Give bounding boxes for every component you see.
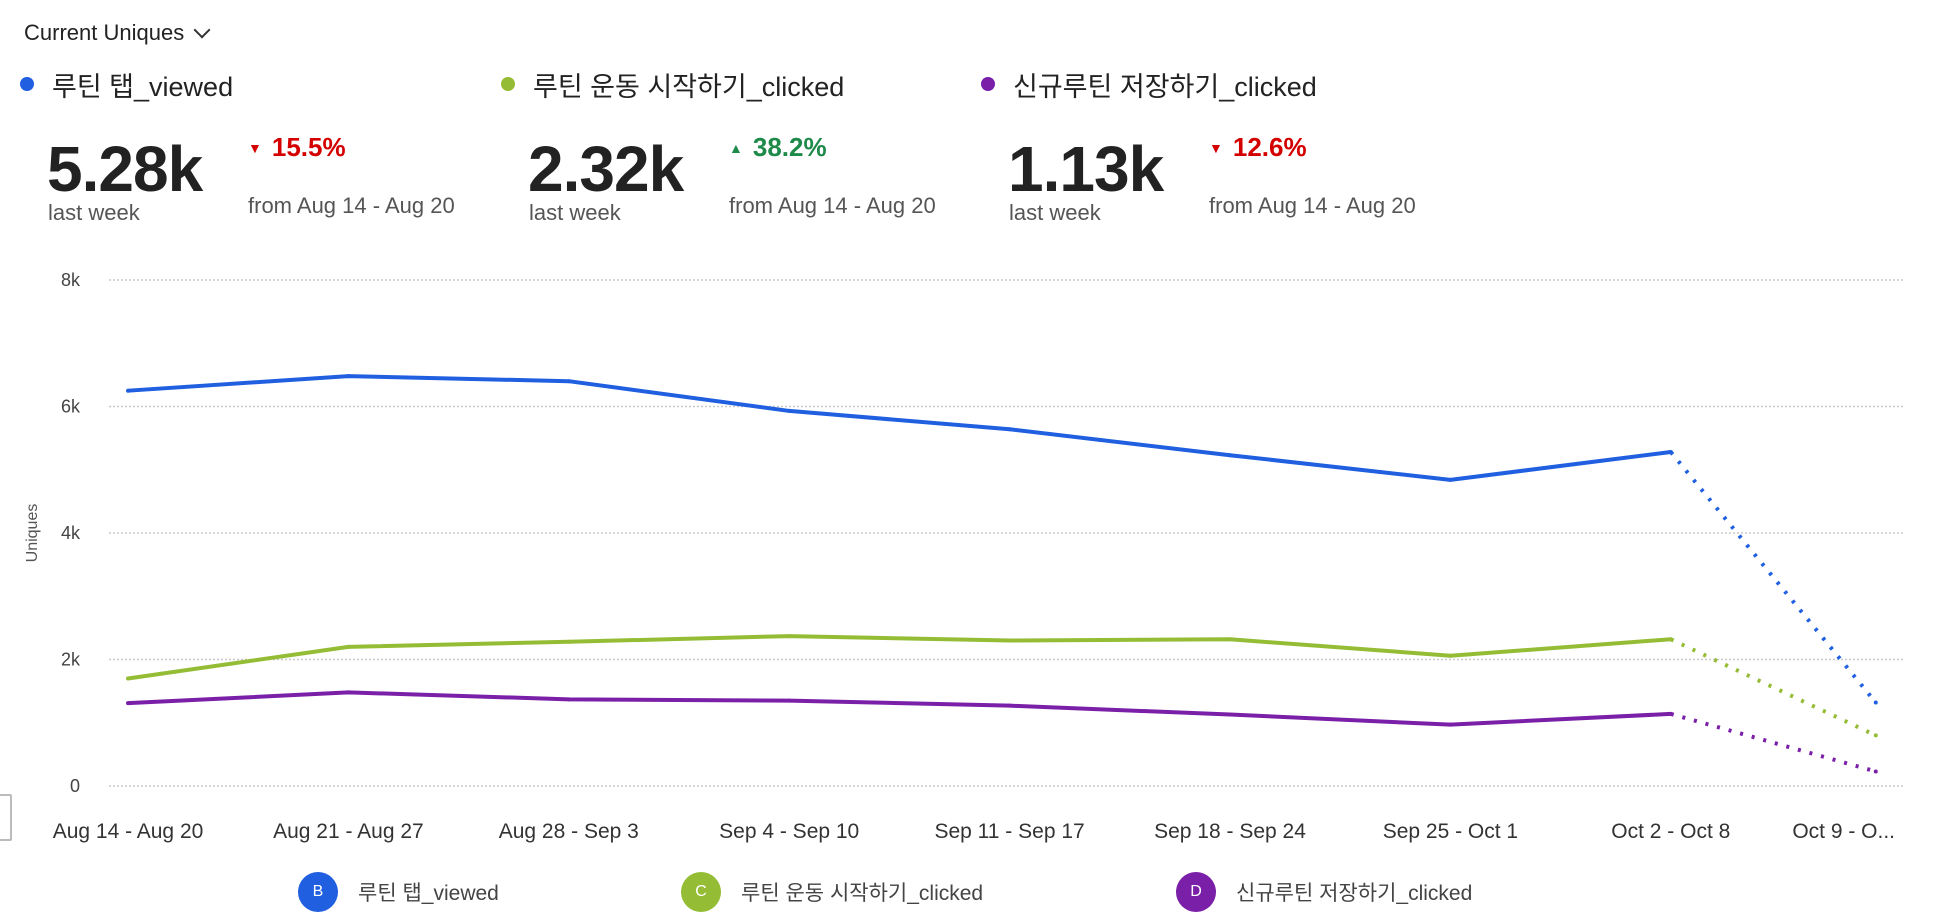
x-tick-label: Sep 25 - Oct 1 <box>1383 820 1518 843</box>
data-point <box>1448 653 1453 658</box>
metric-period: last week <box>529 200 621 225</box>
legend-label: 루틴 탭_viewed <box>358 882 499 905</box>
data-point <box>787 634 792 639</box>
data-point <box>566 379 571 384</box>
series-projection-line <box>1669 637 1877 738</box>
data-point <box>126 388 130 393</box>
data-point <box>1007 427 1012 432</box>
metric-change-value: 38.2% <box>752 132 827 162</box>
metric-change-value: 15.5% <box>271 132 346 162</box>
data-point <box>1873 700 1878 705</box>
data-point <box>346 690 351 695</box>
metric-card: 루틴 운동 시작하기_clicked 2.32k last week ▲ 38.2… <box>501 66 936 225</box>
data-point <box>346 644 351 649</box>
data-point <box>566 697 571 702</box>
x-tick-label: Sep 18 - Sep 24 <box>1154 820 1306 843</box>
metric-period: last week <box>1009 200 1101 225</box>
data-point <box>1007 703 1012 708</box>
triangle-down-icon: ▼ <box>1209 139 1223 156</box>
metric-change: ▼ 15.5% <box>248 132 346 163</box>
data-point <box>1228 637 1232 642</box>
legend-item[interactable]: D 신규루틴 저장하기_clicked <box>1176 872 1472 912</box>
legend-item[interactable]: C 루틴 운동 시작하기_clicked <box>681 872 983 912</box>
y-axis-label: Uniques <box>24 504 41 563</box>
y-tick-label: 4k <box>61 523 81 543</box>
metric-compare: from Aug 14 - Aug 20 <box>729 193 936 218</box>
series-dot-icon <box>20 77 34 91</box>
x-tick-label: Sep 11 - Sep 17 <box>934 820 1084 843</box>
data-point <box>346 374 351 379</box>
data-point <box>787 698 792 703</box>
metric-change: ▲ 38.2% <box>729 132 827 163</box>
dropdown-label: Current Uniques <box>24 20 185 45</box>
data-point <box>1007 638 1012 643</box>
x-tick-label: Oct 9 - O... <box>1792 820 1895 843</box>
legend-label: 루틴 운동 시작하기_clicked <box>741 882 984 905</box>
metric-value: 2.32k <box>528 133 684 205</box>
data-point <box>1228 712 1232 717</box>
metric-change: ▼ 12.6% <box>1209 132 1307 163</box>
legend-item[interactable]: B 루틴 탭_viewed <box>298 872 499 912</box>
metric-name: 신규루틴 저장하기_clicked <box>1013 71 1317 102</box>
metric-change-value: 12.6% <box>1232 132 1307 162</box>
metric-compare: from Aug 14 - Aug 20 <box>1209 193 1416 218</box>
series-projection-line <box>1669 450 1878 704</box>
x-tick-label: Sep 4 - Sep 10 <box>719 820 859 843</box>
triangle-down-icon: ▼ <box>248 139 262 156</box>
metric-name-row: 루틴 운동 시작하기_clicked <box>501 66 844 102</box>
y-tick-label: 6k <box>61 397 81 417</box>
series-dot-icon <box>981 77 995 91</box>
y-tick-label: 8k <box>61 270 81 290</box>
data-point <box>1668 450 1673 455</box>
x-tick-label: Oct 2 - Oct 8 <box>1611 820 1730 843</box>
y-tick-label: 2k <box>61 650 81 670</box>
data-point <box>1228 453 1232 458</box>
metric-dropdown[interactable]: Current Uniques <box>24 20 211 46</box>
legend-label: 신규루틴 저장하기_clicked <box>1236 882 1473 905</box>
series-line <box>127 374 1672 482</box>
metric-name-row: 신규루틴 저장하기_clicked <box>981 66 1317 102</box>
metric-value: 5.28k <box>47 133 203 205</box>
metric-name-row: 루틴 탭_viewed <box>20 66 233 102</box>
metric-compare: from Aug 14 - Aug 20 <box>248 193 455 218</box>
metric-name: 루틴 운동 시작하기_clicked <box>533 71 845 102</box>
data-point <box>1668 711 1673 716</box>
y-tick-label: 0 <box>70 776 80 796</box>
series-dot-icon <box>501 77 515 91</box>
metric-value: 1.13k <box>1008 133 1164 205</box>
data-point <box>1873 769 1878 774</box>
series-line <box>127 634 1671 681</box>
x-tick-label: Aug 14 - Aug 20 <box>53 820 204 843</box>
metric-card: 루틴 탭_viewed 5.28k last week ▼ 15.5% from … <box>20 66 455 225</box>
side-handle[interactable] <box>0 794 12 841</box>
data-point <box>1448 722 1453 727</box>
metric-card: 신규루틴 저장하기_clicked 1.13k last week ▼ 12.6%… <box>981 66 1416 225</box>
series-badge: D <box>1176 872 1216 912</box>
data-point <box>787 408 792 413</box>
metric-name: 루틴 탭_viewed <box>52 71 234 102</box>
data-point <box>1448 477 1453 482</box>
series-badge: C <box>681 872 721 912</box>
data-point <box>126 676 130 681</box>
data-point <box>1873 733 1878 738</box>
series-line <box>127 690 1671 727</box>
metric-period: last week <box>48 200 140 225</box>
data-point <box>126 701 130 706</box>
triangle-up-icon: ▲ <box>729 139 743 156</box>
series-badge: B <box>298 872 338 912</box>
data-point <box>1668 637 1673 642</box>
data-point <box>566 639 571 644</box>
x-tick-label: Aug 28 - Sep 3 <box>499 820 639 843</box>
x-tick-label: Aug 21 - Aug 27 <box>273 820 424 843</box>
